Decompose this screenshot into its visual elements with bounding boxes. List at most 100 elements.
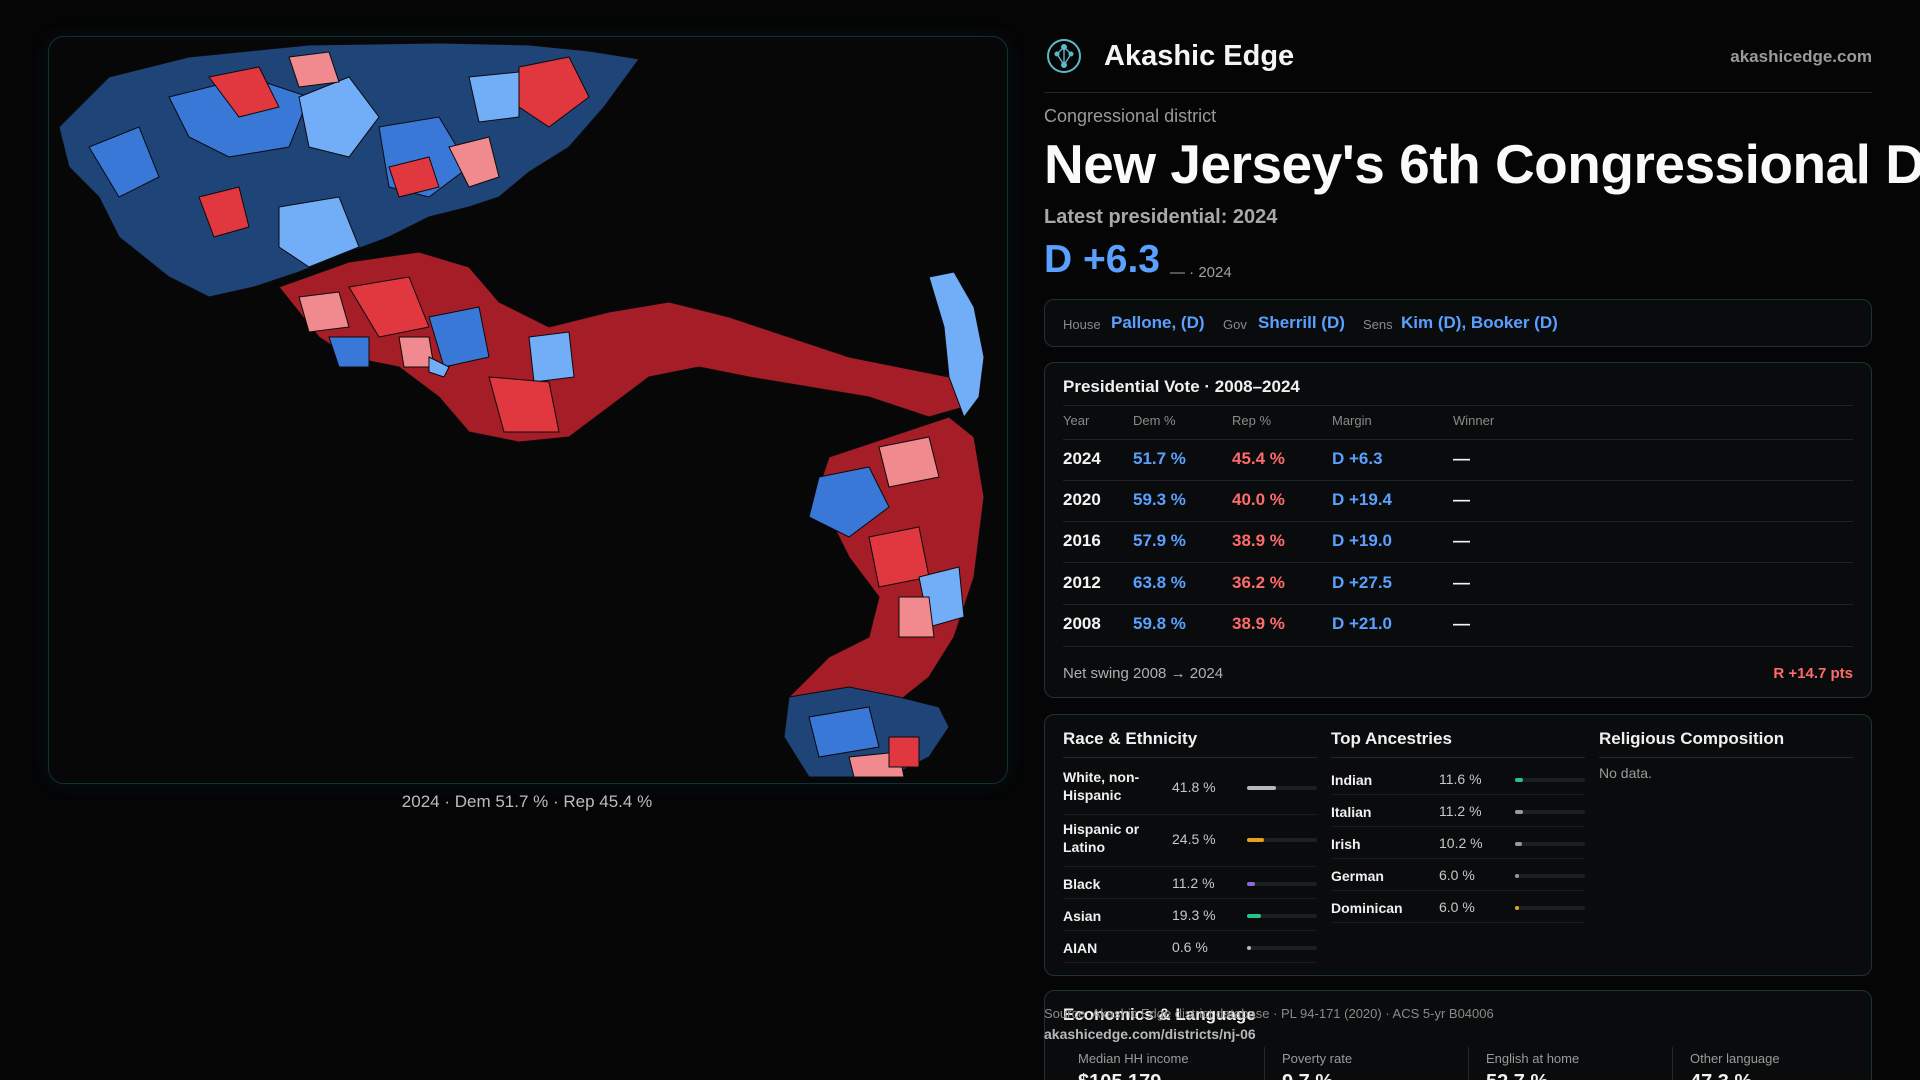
item-percent: 6.0 % xyxy=(1439,899,1475,915)
gov-label: Gov xyxy=(1223,317,1247,332)
divider xyxy=(1331,826,1585,827)
item-percent: 11.2 % xyxy=(1172,875,1215,891)
percent-bar xyxy=(1515,842,1585,846)
map-region xyxy=(898,596,935,638)
percent-bar-fill xyxy=(1515,906,1519,910)
divider xyxy=(1063,898,1317,899)
sens-label: Sens xyxy=(1363,317,1393,332)
brand-name[interactable]: Akashic Edge xyxy=(1104,40,1295,72)
row-rep: 36.2 % xyxy=(1232,573,1285,592)
divider xyxy=(1063,866,1317,867)
divider xyxy=(1063,646,1853,647)
row-dem: 51.7 % xyxy=(1133,449,1186,468)
item-percent: 11.6 % xyxy=(1439,771,1482,787)
divider xyxy=(1331,922,1585,923)
gov-link[interactable]: Sherrill (D) xyxy=(1258,313,1345,332)
item-label: Italian xyxy=(1331,804,1372,820)
row-margin: D +6.3 xyxy=(1332,449,1383,468)
item-label: Irish xyxy=(1331,836,1361,852)
senators-link[interactable]: Kim (D), Booker (D) xyxy=(1401,313,1558,332)
district-detail-panel: Akashic Edge akashicedge.com Congression… xyxy=(1044,0,1920,1080)
map-region xyxy=(198,186,250,238)
row-dem: 59.3 % xyxy=(1133,490,1186,509)
row-winner: — xyxy=(1453,449,1470,468)
divider xyxy=(1063,757,1317,758)
item-percent: 0.6 % xyxy=(1172,939,1208,955)
item-percent: 6.0 % xyxy=(1439,867,1475,883)
stat-label: English at home xyxy=(1486,1051,1580,1066)
row-dem: 63.8 % xyxy=(1133,573,1186,592)
net-swing-label: Net swing 2008 → 2024 xyxy=(1063,665,1224,682)
col-header-winner: Winner xyxy=(1453,413,1495,428)
row-winner: — xyxy=(1453,614,1470,633)
list-item: Hispanic or Latino 24.5 % xyxy=(1063,817,1317,867)
map-region xyxy=(278,196,360,268)
divider xyxy=(1331,858,1585,859)
percent-bar xyxy=(1247,946,1317,950)
row-winner: — xyxy=(1453,490,1470,509)
list-item: Asian 19.3 % xyxy=(1063,901,1317,931)
map-region xyxy=(388,156,440,198)
row-dem: 57.9 % xyxy=(1133,531,1186,550)
site-url[interactable]: akashicedge.com xyxy=(1730,47,1872,66)
headline-margin-sub: — · 2024 xyxy=(1170,264,1232,281)
row-year: 2024 xyxy=(1063,449,1101,468)
race-title: Race & Ethnicity xyxy=(1063,729,1198,748)
stat-value: 9.7 % xyxy=(1282,1071,1333,1080)
col-header-year: Year xyxy=(1063,413,1090,428)
item-percent: 24.5 % xyxy=(1172,831,1216,847)
district-map[interactable] xyxy=(48,36,1008,784)
ancestries-title: Top Ancestries xyxy=(1331,729,1452,748)
item-label: Black xyxy=(1063,876,1101,892)
percent-bar-fill xyxy=(1515,810,1523,814)
map-region xyxy=(428,356,450,378)
map-region xyxy=(298,291,350,333)
list-item: AIAN 0.6 % xyxy=(1063,933,1317,963)
stat-value: 52.7 % xyxy=(1486,1071,1548,1080)
divider xyxy=(1063,930,1317,931)
divider xyxy=(1063,604,1853,605)
row-rep: 40.0 % xyxy=(1232,490,1285,509)
percent-bar xyxy=(1515,874,1585,878)
row-rep: 38.9 % xyxy=(1232,614,1285,633)
percent-bar xyxy=(1247,882,1317,886)
source-note: Source: Akashic Edge district database ·… xyxy=(1044,1006,1494,1021)
stat-label: Poverty rate xyxy=(1282,1051,1353,1066)
row-year: 2020 xyxy=(1063,490,1101,509)
row-winner: — xyxy=(1453,573,1470,592)
stat-label: Other language xyxy=(1690,1051,1780,1066)
col-header-rep: Rep % xyxy=(1232,413,1272,428)
map-region-central xyxy=(278,251,965,443)
item-label: German xyxy=(1331,868,1384,884)
percent-bar-fill xyxy=(1247,946,1251,950)
house-label: House xyxy=(1063,317,1101,332)
row-dem: 59.8 % xyxy=(1133,614,1186,633)
item-label: White, non-Hispanic xyxy=(1063,769,1140,803)
divider xyxy=(1672,1047,1673,1080)
permalink[interactable]: akashicedge.com/districts/nj-06 xyxy=(1044,1026,1256,1042)
map-region xyxy=(528,331,575,383)
map-region xyxy=(348,276,430,338)
percent-bar-fill xyxy=(1515,874,1519,878)
map-region xyxy=(488,376,560,433)
list-item: Irish 10.2 % xyxy=(1331,829,1585,859)
list-item: Italian 11.2 % xyxy=(1331,797,1585,827)
item-label: Indian xyxy=(1331,772,1373,788)
percent-bar-fill xyxy=(1247,882,1255,886)
row-margin: D +27.5 xyxy=(1332,573,1393,592)
religion-title: Religious Composition xyxy=(1599,729,1785,748)
house-rep-link[interactable]: Pallone, (D) xyxy=(1111,313,1205,332)
divider xyxy=(1264,1047,1265,1080)
item-percent: 41.8 % xyxy=(1172,779,1216,795)
percent-bar-fill xyxy=(1247,838,1264,842)
precinct-map[interactable] xyxy=(49,37,1007,783)
map-region xyxy=(468,71,520,123)
col-header-dem: Dem % xyxy=(1133,413,1176,428)
percent-bar xyxy=(1515,810,1585,814)
site-header: Akashic Edge akashicedge.com xyxy=(1044,36,1872,93)
percent-bar-fill xyxy=(1515,842,1522,846)
row-year: 2008 xyxy=(1063,614,1101,633)
economics-title: Economics & Language xyxy=(1063,1005,1256,1024)
district-kicker: Congressional district xyxy=(1044,106,1217,126)
list-item: German 6.0 % xyxy=(1331,861,1585,891)
